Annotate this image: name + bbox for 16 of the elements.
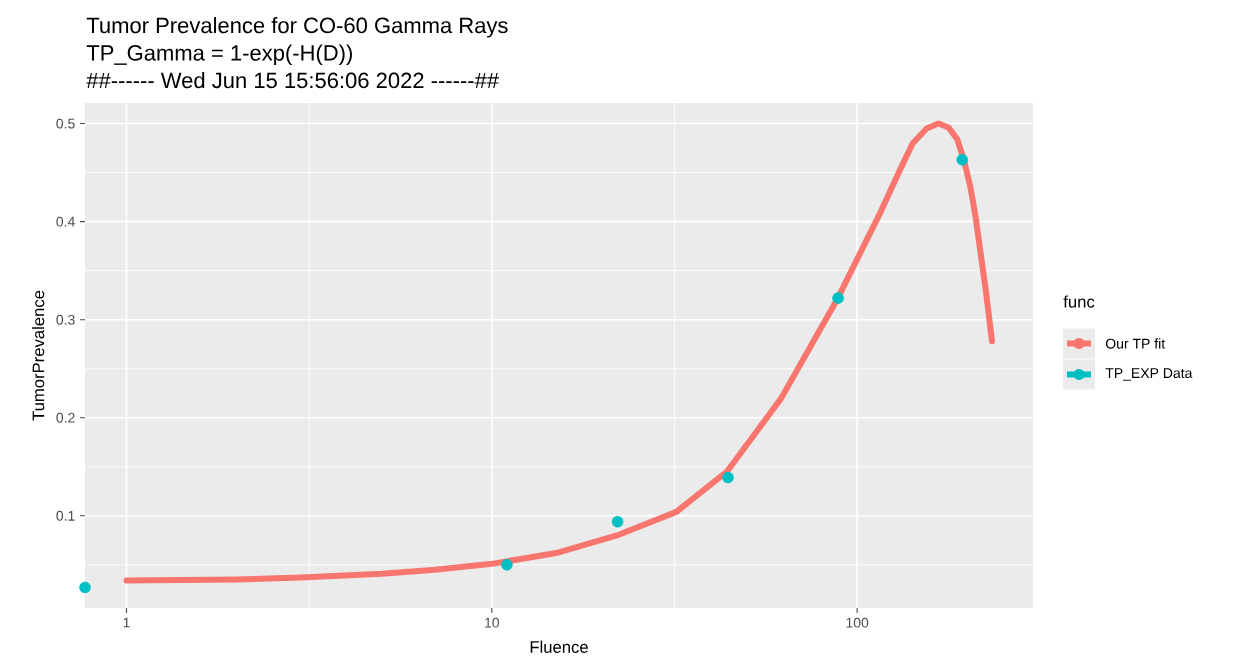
x-tick-label: 100 [846,617,869,628]
x-tick-label: 10 [485,617,500,628]
y-tick-label: 0.5 [56,118,75,129]
chart-title: Tumor Prevalence for CO-60 Gamma Rays [86,17,508,38]
legend-title: func [1063,295,1095,308]
legend-label: Our TP fit [1105,338,1166,349]
x-tick-label: 1 [123,617,130,628]
x-axis-title: Fluence [530,640,588,653]
chart-subtitle: TP_Gamma = 1-exp(-H(D)) [86,44,352,66]
text: ##------ Wed Jun 15 15:56:06 2022 ------## [86,72,499,89]
y-tick-label: 0.3 [56,314,75,325]
y-tick-label: 0.4 [56,216,75,227]
legend-label: TP_EXP Data [1105,368,1193,381]
y-tick-label: 0.2 [56,412,75,423]
y-tick-label: 0.1 [56,510,75,521]
y-axis-title: TumorPrevalence [32,290,45,421]
